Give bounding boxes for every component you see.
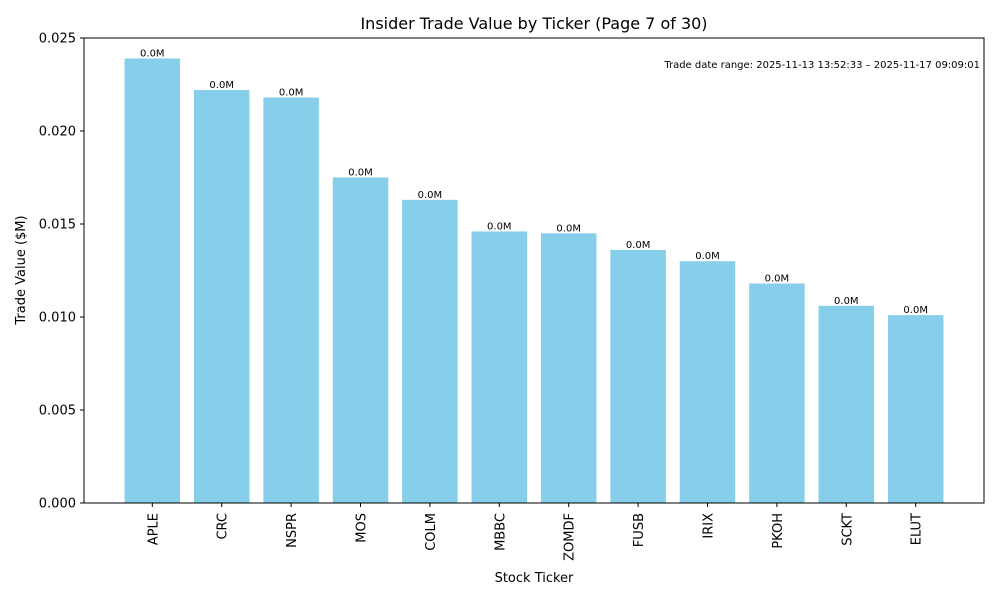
data-labels-group: 0.0M 0.0M 0.0M 0.0M 0.0M 0.0M 0.0M 0.0M 0.0M 0.0M…	[140, 48, 928, 316]
bar-fusb	[610, 250, 666, 503]
y-axis-label: Trade Value ($M)	[14, 215, 29, 325]
bar-mos	[332, 177, 389, 503]
bar-crc	[193, 90, 250, 503]
x-axis-ticks: APLE CRC NSPR MOS COLM MBBC ZOMDF FUSB IRIX PKOH S…	[146, 503, 925, 561]
data-label-pkoh: 0.0M	[765, 274, 790, 285]
data-label-sckt: 0.0M	[834, 296, 859, 307]
plot-frame	[83, 37, 985, 504]
x-tick-label-crc: CRC	[216, 513, 231, 540]
bar-mbbc	[471, 231, 528, 503]
x-tick-label-zomdf: ZOMDF	[563, 513, 578, 561]
y-tick-label: 0.015	[39, 218, 76, 233]
date-range-annotation: Trade date range: 2025-11-13 13:52:33 – …	[663, 60, 980, 71]
x-tick-label-elut: ELUT	[910, 513, 925, 545]
x-axis-label: Stock Ticker	[495, 571, 574, 586]
bar-nspr	[263, 97, 319, 504]
data-label-nspr: 0.0M	[279, 88, 304, 99]
x-tick-label-mos: MOS	[355, 513, 370, 543]
bars-group	[124, 58, 944, 504]
y-tick-label: 0.020	[39, 125, 76, 140]
data-label-irix: 0.0M	[695, 251, 720, 262]
x-tick-label-pkoh: PKOH	[771, 513, 786, 549]
x-tick-label-irix: IRIX	[702, 513, 717, 539]
bar-irix	[679, 261, 736, 503]
data-label-mos: 0.0M	[348, 168, 373, 179]
x-tick-label-aple: APLE	[146, 513, 161, 545]
y-tick-label: 0.025	[39, 32, 76, 47]
bar-zomdf	[540, 233, 597, 504]
data-label-fusb: 0.0M	[626, 240, 651, 251]
x-tick-label-sckt: SCKT	[840, 513, 855, 546]
y-axis-ticks: 0.000 0.005 0.010 0.015 0.020 0.025	[39, 32, 84, 512]
x-tick-label-nspr: NSPR	[285, 513, 300, 548]
bar-elut	[887, 315, 944, 503]
data-label-elut: 0.0M	[903, 305, 928, 316]
data-label-zomdf: 0.0M	[556, 223, 581, 234]
bar-aple	[124, 58, 181, 504]
data-label-colm: 0.0M	[418, 190, 443, 201]
data-label-crc: 0.0M	[209, 80, 234, 91]
bar-colm	[402, 199, 458, 503]
data-label-aple: 0.0M	[140, 48, 165, 59]
y-tick-label: 0.005	[39, 404, 76, 419]
data-label-mbbc: 0.0M	[487, 221, 512, 232]
bar-pkoh	[749, 283, 805, 503]
y-tick-label: 0.000	[39, 497, 76, 512]
x-tick-label-mbbc: MBBC	[493, 513, 508, 551]
x-tick-label-colm: COLM	[424, 513, 439, 551]
chart-title: Insider Trade Value by Ticker (Page 7 of…	[360, 14, 707, 33]
x-tick-label-fusb: FUSB	[632, 513, 647, 547]
y-tick-label: 0.010	[39, 311, 76, 326]
bar-sckt	[818, 305, 875, 503]
